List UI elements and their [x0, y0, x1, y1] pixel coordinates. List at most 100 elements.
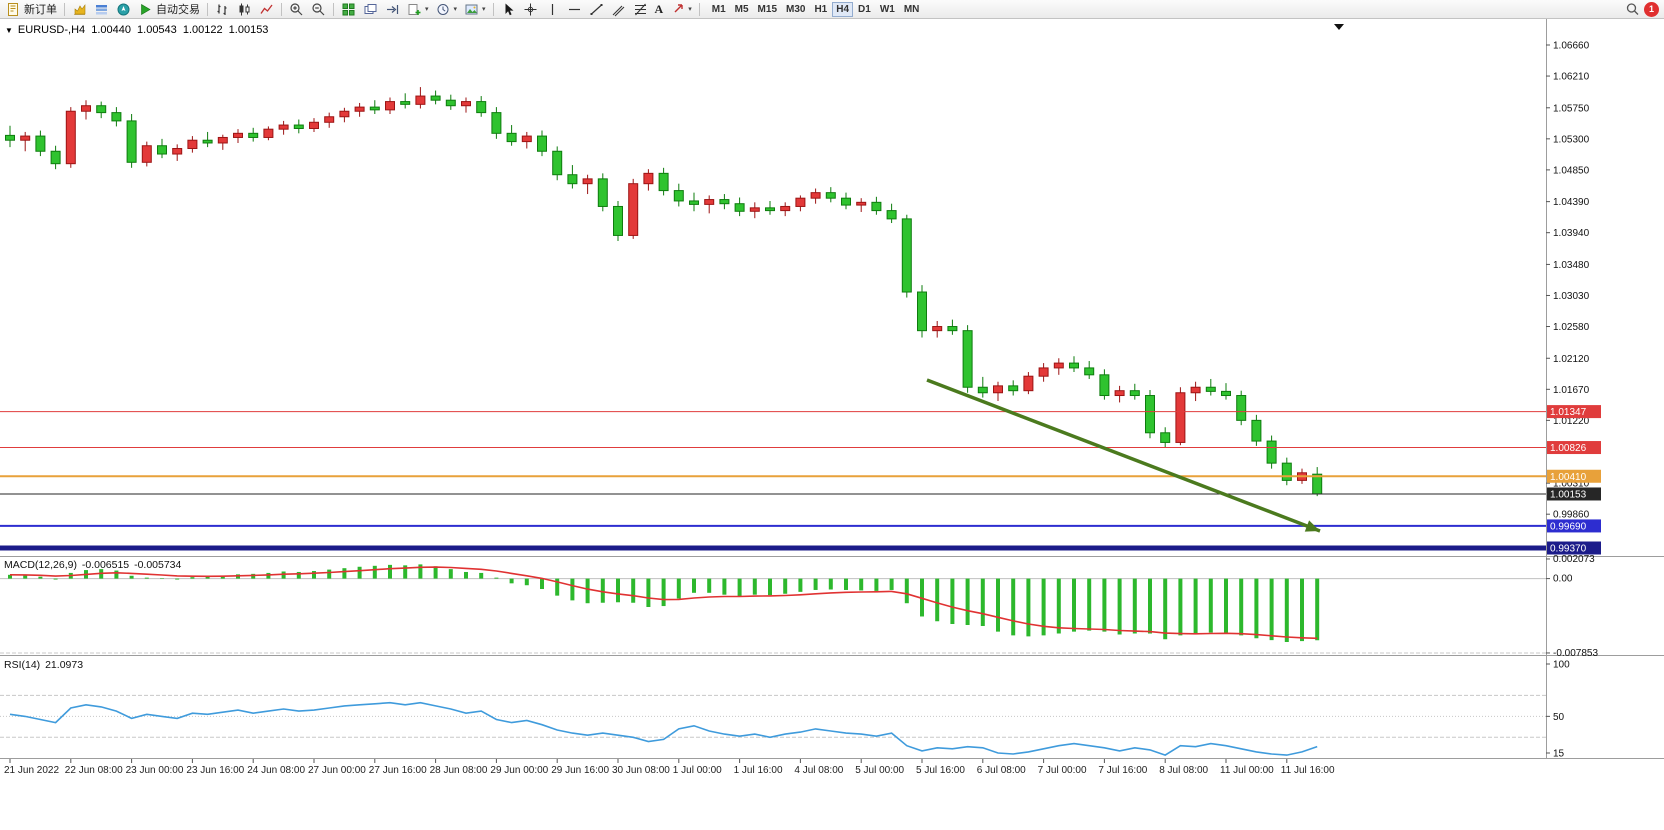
svg-text:0.002073: 0.002073 [1553, 554, 1595, 565]
scroll-to-end-marker[interactable] [1334, 24, 1344, 30]
candle-body [597, 178, 608, 207]
shapes-menu-button[interactable]: ▾ [667, 1, 695, 18]
one-click-trading-arrow-icon[interactable]: ▼ [5, 25, 13, 35]
hline-1.00826[interactable]: 1.00826 [0, 441, 1601, 455]
hline-0.99370[interactable]: 0.99370 [0, 541, 1601, 555]
navigator-icon [117, 3, 130, 15]
navigator-button[interactable] [113, 1, 134, 18]
zoom-out-button[interactable] [308, 1, 329, 18]
candles-layer [5, 87, 1323, 497]
channel-tool-button[interactable] [608, 1, 629, 18]
template-menu-button[interactable]: ▾ [461, 1, 489, 18]
time-axis[interactable]: 21 Jun 2022 22 Jun 08:00 23 Jun 00:00 23 Ju… [4, 759, 1335, 776]
new-order-button[interactable]: 新订单 [3, 1, 60, 18]
chart-header: ▼ EURUSD-,H4 1.00440 1.00543 1.00122 1.0… [5, 24, 268, 36]
rsi-label: RSI(14) 21.0973 [4, 659, 84, 671]
timeframe-h1-button[interactable]: H1 [810, 2, 831, 17]
hline-1.00153[interactable]: 1.00153 [0, 487, 1601, 501]
vertical-line-tool-button[interactable] [542, 1, 563, 18]
svg-text:50: 50 [1553, 712, 1565, 723]
candle-body [1160, 432, 1171, 443]
toolbar-separator [492, 2, 494, 16]
hline-1.01347[interactable]: 1.01347 [0, 405, 1601, 419]
hline-1.00410[interactable]: 1.00410 [0, 469, 1601, 483]
price-axis[interactable]: 1.06660 1.06210 1.05750 1.05300 1.04850 1.043… [1546, 41, 1590, 521]
svg-text:22 Jun 08:00: 22 Jun 08:00 [65, 765, 123, 776]
timeframe-m5-button[interactable]: M5 [731, 2, 753, 17]
autotrading-button[interactable]: 自动交易 [135, 1, 203, 18]
svg-text:100: 100 [1553, 660, 1570, 671]
crosshair-tool-button[interactable] [520, 1, 541, 18]
data-window-button[interactable] [91, 1, 112, 18]
text-tool-button[interactable]: A [652, 1, 667, 18]
candle-body [871, 201, 882, 212]
toolbar-separator [698, 2, 700, 16]
svg-text:0.99860: 0.99860 [1553, 510, 1590, 521]
search-button[interactable] [1622, 1, 1643, 18]
cascade-windows-button[interactable] [360, 1, 381, 18]
new-chart-icon [408, 3, 421, 15]
svg-text:1.06210: 1.06210 [1553, 72, 1590, 83]
svg-text:15: 15 [1553, 748, 1565, 759]
timeframe-mn-button[interactable]: MN [900, 2, 924, 17]
timeframe-m30-button[interactable]: M30 [782, 2, 809, 17]
candle-body [582, 178, 593, 185]
timeframe-h4-button[interactable]: H4 [832, 1, 854, 17]
bar-chart-button[interactable] [212, 1, 233, 18]
cursor-tool-button[interactable] [498, 1, 519, 18]
svg-text:5 Jul 16:00: 5 Jul 16:00 [916, 765, 965, 776]
trend-arrow[interactable] [926, 378, 1321, 533]
macd-label: MACD(12,26,9) -0.006515 -0.005734 [4, 559, 182, 571]
trendline-tool-button[interactable] [586, 1, 607, 18]
candle-body [309, 121, 319, 129]
candle-body [445, 99, 456, 107]
horizontal-line-tool-button[interactable] [564, 1, 585, 18]
candle-body [1145, 395, 1155, 434]
new-chart-button[interactable]: ▾ [404, 1, 432, 18]
autotrading-play-icon [141, 3, 151, 15]
toolbar-separator [281, 2, 282, 16]
fibonacci-tool-button[interactable] [630, 1, 651, 18]
candle-body [1129, 390, 1140, 397]
svg-text:4 Jul 08:00: 4 Jul 08:00 [794, 765, 843, 776]
candle-body [658, 172, 669, 192]
candle-body [111, 112, 122, 122]
svg-text:1.05750: 1.05750 [1553, 103, 1590, 114]
period-menu-button[interactable]: ▾ [433, 1, 461, 18]
price-tag [1547, 541, 1601, 555]
timeframe-toolbar: M1 M5 M15 M30 H1 H4 D1 W1 MN [708, 1, 924, 17]
zoom-in-button[interactable] [286, 1, 307, 18]
candle-body [1205, 386, 1216, 392]
timeframe-m1-button[interactable]: M1 [708, 2, 730, 17]
svg-text:7 Jul 00:00: 7 Jul 00:00 [1038, 765, 1087, 776]
macd-signal-line [9, 566, 1318, 640]
candle-body [1266, 440, 1277, 464]
candle-body [35, 135, 46, 152]
candle-body [65, 110, 76, 165]
candle-body [263, 128, 274, 138]
notification-badge[interactable]: 1 [1644, 1, 1659, 17]
tile-windows-button[interactable] [338, 1, 359, 18]
chart-shift-button[interactable] [382, 1, 403, 18]
candle-body [293, 124, 304, 129]
svg-text:1 Jul 16:00: 1 Jul 16:00 [734, 765, 783, 776]
svg-text:29 Jun 16:00: 29 Jun 16:00 [551, 765, 609, 776]
svg-text:30 Jun 08:00: 30 Jun 08:00 [612, 765, 670, 776]
arrow-shape-icon [674, 3, 683, 12]
svg-text:27 Jun 00:00: 27 Jun 00:00 [308, 765, 366, 776]
hline-0.99690[interactable]: 0.99690 [0, 519, 1601, 533]
line-chart-button[interactable] [256, 1, 277, 18]
timeframe-w1-button[interactable]: W1 [876, 2, 899, 17]
candle-body [689, 200, 699, 205]
candle-body [962, 330, 973, 388]
trendline-icon [590, 3, 603, 15]
candle-body [825, 192, 836, 199]
candle-body [810, 192, 821, 199]
candlestick-chart-button[interactable] [234, 1, 255, 18]
timeframe-d1-button[interactable]: D1 [854, 2, 875, 17]
chart-canvas[interactable]: 1.06660 1.06210 1.05750 1.05300 1.04850 1.043… [0, 19, 1664, 830]
market-watch-button[interactable] [69, 1, 90, 18]
candle-body [430, 95, 441, 101]
candle-body [476, 101, 487, 114]
timeframe-m15-button[interactable]: M15 [754, 2, 781, 17]
